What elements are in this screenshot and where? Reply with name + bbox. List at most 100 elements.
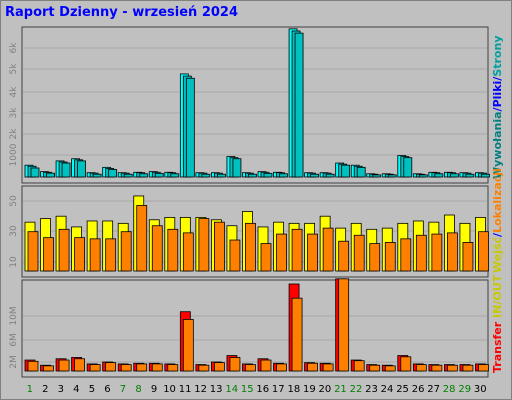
day-label-20: 20	[319, 384, 332, 395]
day-label-1: 1	[27, 384, 33, 395]
requests-bar-strony-day-11	[185, 77, 195, 178]
transfer-tick-label: 2M	[9, 355, 19, 369]
visitors-bar-lokalizacji-day-26	[415, 234, 427, 272]
transfer-bar-out-day-6	[105, 362, 117, 372]
requests-tick-label: 1000	[9, 143, 19, 166]
requests-bar-strony-day-2	[46, 172, 55, 178]
visitors-tick-label: 50	[9, 195, 19, 207]
visitors-bar-lokalizacji-day-6	[105, 238, 117, 272]
requests-bar-strony-day-21	[341, 164, 351, 178]
visitors-bar-lokalizacji-day-18	[291, 228, 303, 272]
day-label-2: 2	[42, 384, 48, 395]
visitors-bar-lokalizacji-day-22	[353, 234, 365, 272]
visitors-legend: Wejść/Lokalizacji	[491, 168, 504, 273]
transfer-bar-out-day-27	[431, 364, 443, 372]
transfer-bar-out-day-19	[307, 362, 319, 372]
transfer-bar-out-day-8	[136, 363, 148, 372]
transfer-bar-out-day-16	[260, 359, 272, 372]
transfer-legend-entry: IN	[491, 305, 504, 318]
requests-legend: Wywołania/Pliki/Strony	[491, 36, 504, 180]
visitors-bar-lokalizacji-day-5	[89, 238, 101, 272]
visitors-bar-lokalizacji-day-19	[307, 233, 319, 272]
transfer-bar-out-day-23	[369, 364, 381, 372]
transfer-bar-out-day-12	[198, 364, 210, 372]
day-label-19: 19	[303, 384, 316, 395]
requests-bar-strony-day-7	[123, 173, 133, 178]
requests-tick-label: 2k	[9, 128, 19, 140]
transfer-panel	[21, 279, 489, 378]
transfer-legend: Transfer IN/OUT	[491, 274, 504, 373]
requests-bar-strony-day-10	[170, 173, 180, 178]
requests-tick-label: 3k	[9, 107, 19, 119]
requests-tick-label: 6k	[9, 42, 19, 54]
requests-legend-entry: Wywołania	[491, 111, 504, 179]
day-label-8: 8	[135, 384, 141, 395]
requests-bar-strony-day-14	[232, 158, 242, 178]
transfer-legend-entry: /	[491, 300, 504, 305]
visitors-tick-label: 10	[9, 256, 19, 268]
visitors-bar-lokalizacji-day-20	[322, 227, 334, 272]
visitors-legend-entry: Lokalizacji	[491, 168, 504, 233]
transfer-bar-out-day-26	[415, 364, 427, 372]
transfer-bar-out-day-11	[182, 319, 194, 372]
visitors-bar-lokalizacji-day-21	[338, 240, 350, 272]
day-label-25: 25	[396, 384, 409, 395]
transfer-bar-out-day-18	[291, 297, 303, 372]
visitors-bar-lokalizacji-day-25	[400, 238, 412, 272]
transfer-bar-out-day-14	[229, 357, 241, 372]
visitors-bar-lokalizacji-day-24	[384, 242, 396, 272]
day-label-22: 22	[350, 384, 363, 395]
day-label-15: 15	[241, 384, 254, 395]
visitors-bar-lokalizacji-day-12	[198, 218, 210, 272]
visitors-bar-lokalizacji-day-30	[478, 231, 489, 272]
transfer-bar-out-day-9	[151, 363, 163, 372]
visitors-bar-lokalizacji-day-11	[182, 232, 194, 272]
day-label-11: 11	[179, 384, 192, 395]
visitors-bar-lokalizacji-day-27	[431, 233, 443, 272]
day-label-14: 14	[225, 384, 238, 395]
transfer-legend-entry: Transfer	[491, 318, 504, 373]
requests-panel	[21, 26, 489, 184]
visitors-bar-lokalizacji-day-15	[245, 222, 256, 272]
requests-bar-strony-day-22	[356, 166, 366, 178]
requests-tick-label: 4k	[9, 86, 19, 98]
transfer-bar-out-day-13	[213, 362, 225, 372]
day-label-9: 9	[151, 384, 157, 395]
day-label-16: 16	[256, 384, 269, 395]
requests-bar-strony-day-24	[387, 174, 397, 178]
transfer-legend-entry: OUT	[491, 274, 504, 300]
requests-legend-entry: /	[491, 106, 504, 111]
transfer-bar-out-day-30	[478, 364, 489, 372]
day-label-6: 6	[104, 384, 110, 395]
day-label-7: 7	[120, 384, 126, 395]
requests-bar-strony-day-1	[30, 167, 40, 178]
transfer-bar-out-day-3	[58, 359, 70, 372]
visitors-legend-entry: Wejść	[491, 236, 504, 273]
visitors-tick-label: 30	[9, 225, 19, 237]
requests-bar-strony-day-16	[263, 172, 273, 178]
day-label-5: 5	[89, 384, 95, 395]
day-label-12: 12	[194, 384, 207, 395]
transfer-bar-out-day-17	[276, 363, 287, 372]
day-label-18: 18	[287, 384, 300, 395]
requests-bar-strony-day-13	[216, 173, 226, 178]
requests-bar-strony-day-12	[201, 173, 211, 178]
requests-bar-strony-day-28	[449, 173, 459, 178]
day-label-28: 28	[443, 384, 456, 395]
transfer-tick-label: 6M	[9, 333, 19, 347]
requests-bar-strony-day-29	[465, 173, 475, 178]
transfer-bar-out-day-4	[74, 358, 85, 372]
visitors-bar-lokalizacji-day-2	[43, 237, 54, 272]
requests-bar-strony-day-5	[92, 173, 102, 178]
requests-legend-entry: Strony	[491, 36, 504, 77]
requests-legend-entry: /	[491, 76, 504, 81]
requests-bar-strony-day-23	[372, 174, 382, 178]
day-label-10: 10	[163, 384, 176, 395]
day-label-13: 13	[210, 384, 223, 395]
requests-bar-strony-day-25	[403, 157, 413, 178]
visitors-bar-lokalizacji-day-9	[151, 225, 163, 272]
visitors-bar-lokalizacji-day-10	[167, 228, 179, 272]
day-label-3: 3	[58, 384, 64, 395]
visitors-bar-lokalizacji-day-3	[58, 228, 70, 272]
requests-bar-strony-day-27	[434, 173, 444, 178]
